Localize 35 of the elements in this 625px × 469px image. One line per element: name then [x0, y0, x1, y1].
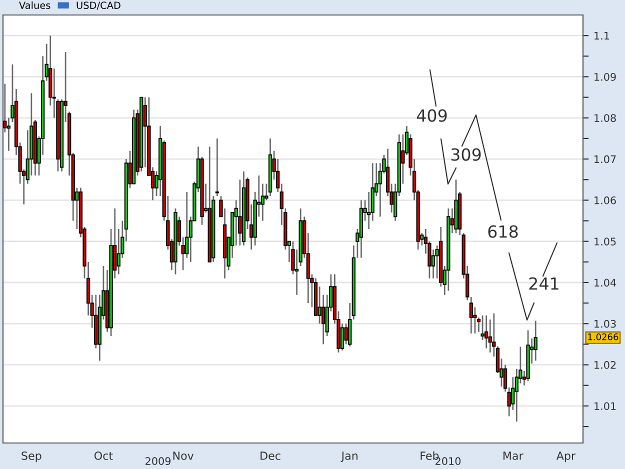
- candlestick: [480, 314, 484, 341]
- x-tick-label: Sep: [22, 452, 42, 462]
- candlestick: [318, 286, 322, 324]
- candlestick: [344, 322, 348, 345]
- candlestick: [340, 322, 344, 352]
- annotation: 618: [488, 225, 518, 238]
- y-tick-label: 1.04: [594, 278, 616, 287]
- candlestick: [473, 306, 477, 334]
- x-tick-label: Nov: [173, 452, 194, 460]
- x-tick-label: Mar: [503, 452, 524, 460]
- candlestick: [484, 314, 488, 350]
- y-tick-label: 1.1: [594, 32, 610, 40]
- y-tick-label: 1.07: [594, 155, 616, 164]
- annotation: 309: [451, 148, 481, 161]
- candlestick: [534, 320, 538, 362]
- y-tick-label: 1.09: [594, 72, 616, 81]
- annotation: 241: [529, 277, 558, 290]
- text: 2009: [146, 457, 171, 466]
- text: USD/CAD: [76, 2, 120, 10]
- x-tick-label: Apr: [556, 452, 576, 462]
- x-tick-label: Dec: [260, 452, 280, 460]
- x-tick-label: Jan: [340, 452, 358, 462]
- candlestick: [215, 138, 219, 197]
- y-tick-label: 1.03: [594, 320, 616, 328]
- legend-title: Values: [19, 1, 50, 9]
- x-tick-label: Oct: [94, 452, 113, 460]
- candlestick: [238, 178, 242, 246]
- y-tick-label: 1.05: [594, 238, 616, 246]
- annotation: 409: [416, 109, 447, 122]
- candlestick: [435, 244, 439, 280]
- annotation: 1.0266: [588, 333, 618, 340]
- y-tick-label: 1.02: [594, 361, 616, 369]
- y-tick-label: 1.01: [594, 402, 616, 410]
- y-tick-label: 1.08: [594, 114, 616, 122]
- y-tick-label: 1.06: [594, 196, 616, 204]
